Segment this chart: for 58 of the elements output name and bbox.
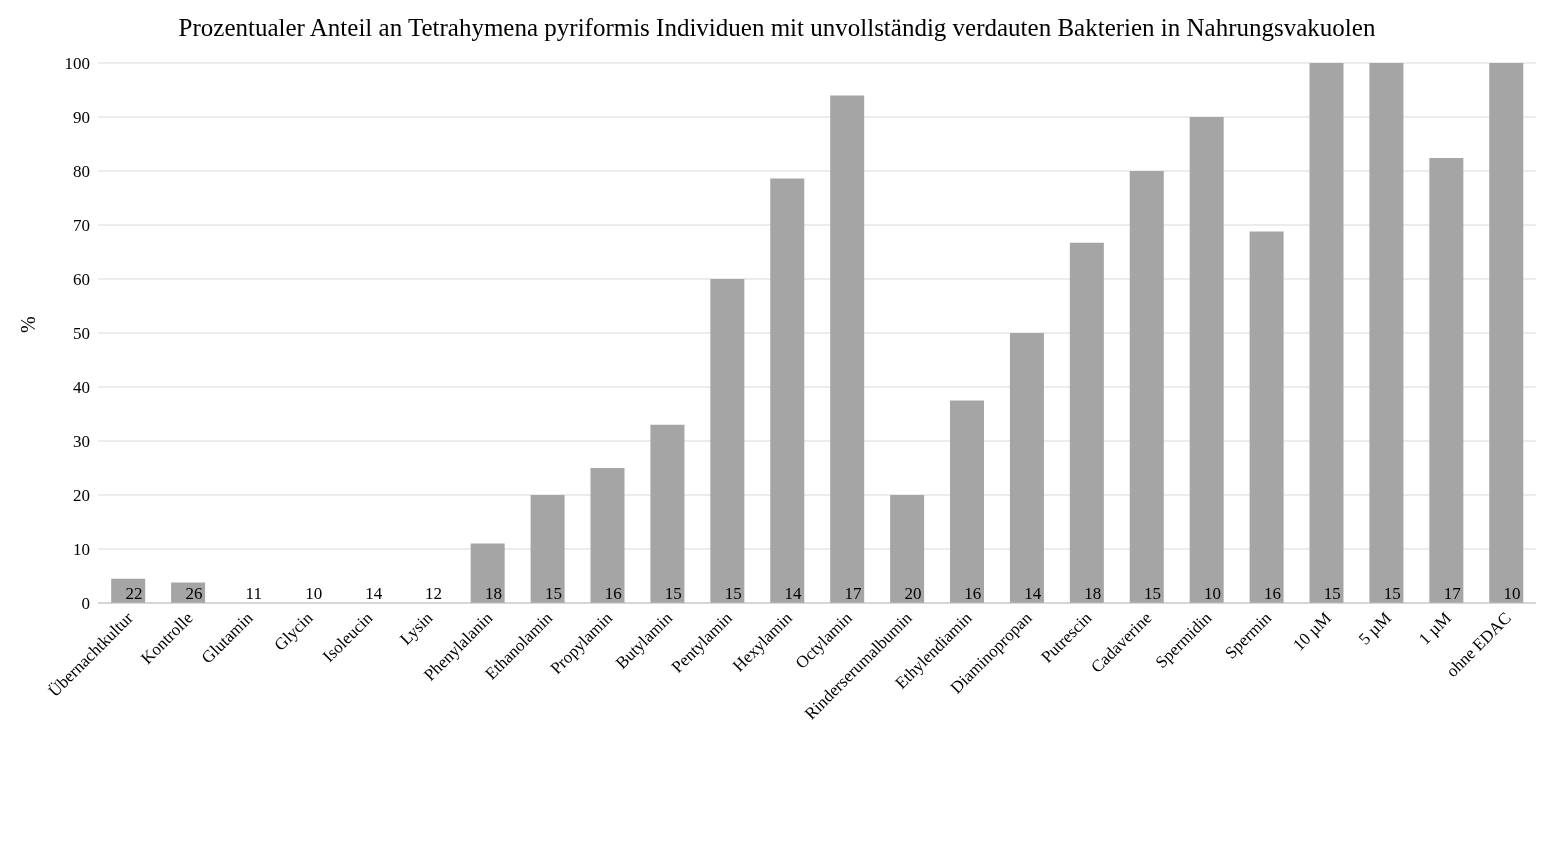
bar	[1069, 242, 1104, 603]
bar	[1369, 63, 1404, 603]
y-tick-label: 60	[73, 270, 90, 290]
bar	[470, 543, 505, 603]
annotation: 16	[604, 584, 622, 603]
bar	[1309, 63, 1344, 603]
x-tick-label: 10 µM	[1289, 608, 1336, 655]
bar	[1249, 231, 1284, 603]
annotation: 16	[1263, 584, 1281, 603]
x-tick-label: 5 µM	[1354, 608, 1396, 649]
annotation: 16	[964, 584, 982, 603]
annotation: 15	[544, 584, 562, 603]
annotation: 26	[185, 584, 203, 603]
bar	[1429, 158, 1464, 603]
annotation: 15	[1383, 584, 1401, 603]
annotation: 17	[1443, 584, 1462, 603]
annotation: 11	[245, 584, 262, 603]
chart-title: Prozentualer Anteil an Tetrahymena pyriformis Individuen mit unvollständig verdauten Bakterien in Nahrungsvakuolen	[177, 13, 1377, 43]
annotation: 15	[724, 584, 742, 603]
y-tick-label: 90	[73, 108, 90, 128]
annotation: 14	[1024, 584, 1042, 603]
bar	[830, 95, 865, 603]
bar	[1009, 333, 1044, 603]
annotation: 14	[365, 584, 383, 603]
annotation: 12	[425, 584, 443, 603]
annotation: 14	[784, 584, 803, 603]
annotation: 22	[125, 584, 143, 603]
y-tick-label: 10	[73, 540, 90, 560]
annotation: 10	[1203, 584, 1221, 603]
y-tick-label: 30	[73, 432, 90, 452]
annotation: 17	[844, 584, 862, 603]
y-tick-label: 50	[73, 324, 90, 344]
annotation: 10	[305, 584, 323, 603]
y-tick-label: 80	[73, 162, 90, 182]
bar	[590, 468, 625, 603]
y-tick-label: 40	[73, 378, 90, 398]
bar	[1129, 171, 1164, 603]
x-tick-label: 1 µM	[1414, 608, 1455, 649]
annotation: 20	[904, 584, 922, 603]
annotation: 10	[1503, 584, 1521, 603]
annotation: 15	[664, 584, 682, 603]
y-tick-label: 100	[64, 54, 90, 74]
y-tick-label: 0	[81, 594, 90, 614]
bar	[950, 400, 985, 603]
bar	[530, 495, 565, 603]
annotation: 15	[1144, 584, 1162, 603]
bar	[710, 279, 745, 603]
y-tick-label: 70	[73, 216, 90, 236]
y-axis-title: %	[17, 316, 40, 333]
bar	[890, 495, 925, 603]
bar	[1189, 117, 1224, 603]
bar	[650, 424, 685, 603]
annotation: 15	[1323, 584, 1341, 603]
bar	[770, 178, 805, 603]
bar	[1489, 63, 1524, 603]
y-tick-label: 20	[73, 486, 90, 506]
annotation: 18	[484, 584, 502, 603]
annotation: 18	[1084, 584, 1102, 603]
